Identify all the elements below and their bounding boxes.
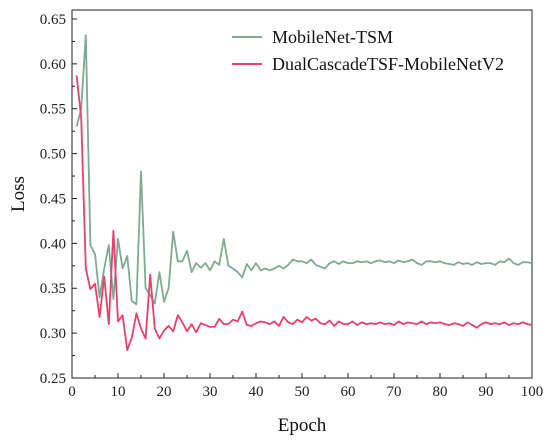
x-axis-label: Epoch — [278, 415, 327, 436]
x-tick-label: 100 — [521, 384, 544, 400]
x-tick-label: 20 — [157, 384, 172, 400]
x-tick-label: 60 — [341, 384, 356, 400]
x-tick-label: 10 — [111, 384, 126, 400]
legend: MobileNet-TSM DualCascadeTSF-MobileNetV2 — [232, 27, 504, 74]
y-tick-label: 0.25 — [40, 371, 66, 387]
x-tick-label: 50 — [295, 384, 310, 400]
y-tick-label: 0.40 — [40, 236, 66, 252]
series-line-dualcascadetsf — [75, 75, 533, 352]
x-tick-label: 0 — [68, 384, 76, 400]
x-tick-label: 40 — [249, 384, 264, 400]
y-tick-label: 0.50 — [40, 147, 66, 163]
y-tick-label: 0.35 — [40, 281, 66, 297]
y-tick-label: 0.55 — [40, 102, 66, 118]
y-tick-label: 0.30 — [40, 326, 66, 342]
y-tick-label: 0.65 — [40, 12, 66, 28]
x-tick-label: 80 — [433, 384, 448, 400]
y-axis-label: Loss — [8, 176, 29, 212]
y-tick-label: 0.60 — [40, 57, 66, 73]
y-tick-label: 0.45 — [40, 191, 66, 207]
series-layer — [75, 34, 533, 352]
series-line-mobilenet-tsm — [75, 34, 533, 306]
x-tick-label: 90 — [479, 384, 494, 400]
legend-label-mobilenet-tsm: MobileNet-TSM — [272, 27, 393, 47]
legend-label-dualcascadetsf: DualCascadeTSF-MobileNetV2 — [272, 54, 504, 74]
x-tick-label: 70 — [387, 384, 402, 400]
axis-ticks: 0 10 20 30 40 50 60 70 80 90 100 0.25 0.30 0.35 0.40 0.… — [40, 12, 544, 400]
x-tick-label: 30 — [203, 384, 218, 400]
